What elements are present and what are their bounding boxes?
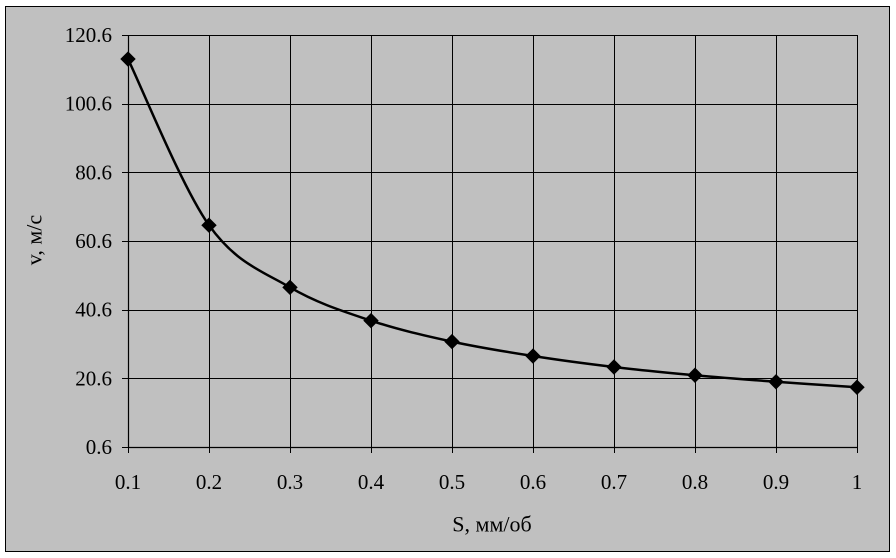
data-point-2 <box>201 217 217 233</box>
y-tick-label: 20.6 <box>75 366 112 390</box>
x-tick-label: 0.7 <box>601 470 627 494</box>
data-point-6 <box>525 348 541 364</box>
x-tick-label: 0.4 <box>358 470 385 494</box>
data-point-5 <box>444 333 460 350</box>
x-axis-label: S, мм/об <box>452 512 531 537</box>
data-markers <box>120 51 865 395</box>
y-tick-label: 120.6 <box>65 23 112 47</box>
x-tick-label: 0.3 <box>277 470 303 494</box>
y-tick-label: 40.6 <box>75 298 112 322</box>
y-tick-labels: 0.6 20.6 40.6 60.6 80.6 100.6 120.6 <box>65 23 112 459</box>
data-point-7 <box>606 359 622 375</box>
data-point-9 <box>768 374 784 390</box>
series-group <box>126 58 858 389</box>
y-tick-label: 60.6 <box>75 229 112 253</box>
x-tick-label: 0.9 <box>763 470 789 494</box>
y-tick-label: 0.6 <box>86 435 112 459</box>
x-tick-label: 0.6 <box>520 470 546 494</box>
data-point-1 <box>120 51 136 67</box>
data-point-8 <box>687 367 703 383</box>
series-line <box>126 58 858 389</box>
data-point-3 <box>282 279 298 296</box>
y-tick-label: 100.6 <box>65 92 112 116</box>
x-tick-label: 0.5 <box>439 470 465 494</box>
y-axis-label: v, м/с <box>22 215 47 266</box>
axes <box>122 35 858 453</box>
x-tick-label: 0.8 <box>682 470 708 494</box>
x-tick-label: 0.1 <box>115 470 141 494</box>
data-point-4 <box>363 312 379 329</box>
x-tick-label: 0.2 <box>196 470 222 494</box>
y-tick-label: 80.6 <box>75 160 112 184</box>
x-tick-label: 1 <box>852 470 863 494</box>
x-tick-labels: 0.1 0.2 0.3 0.4 0.5 0.6 0.7 0.8 0.9 1 <box>115 470 862 494</box>
data-point-10 <box>849 379 865 395</box>
gridlines <box>128 35 858 448</box>
